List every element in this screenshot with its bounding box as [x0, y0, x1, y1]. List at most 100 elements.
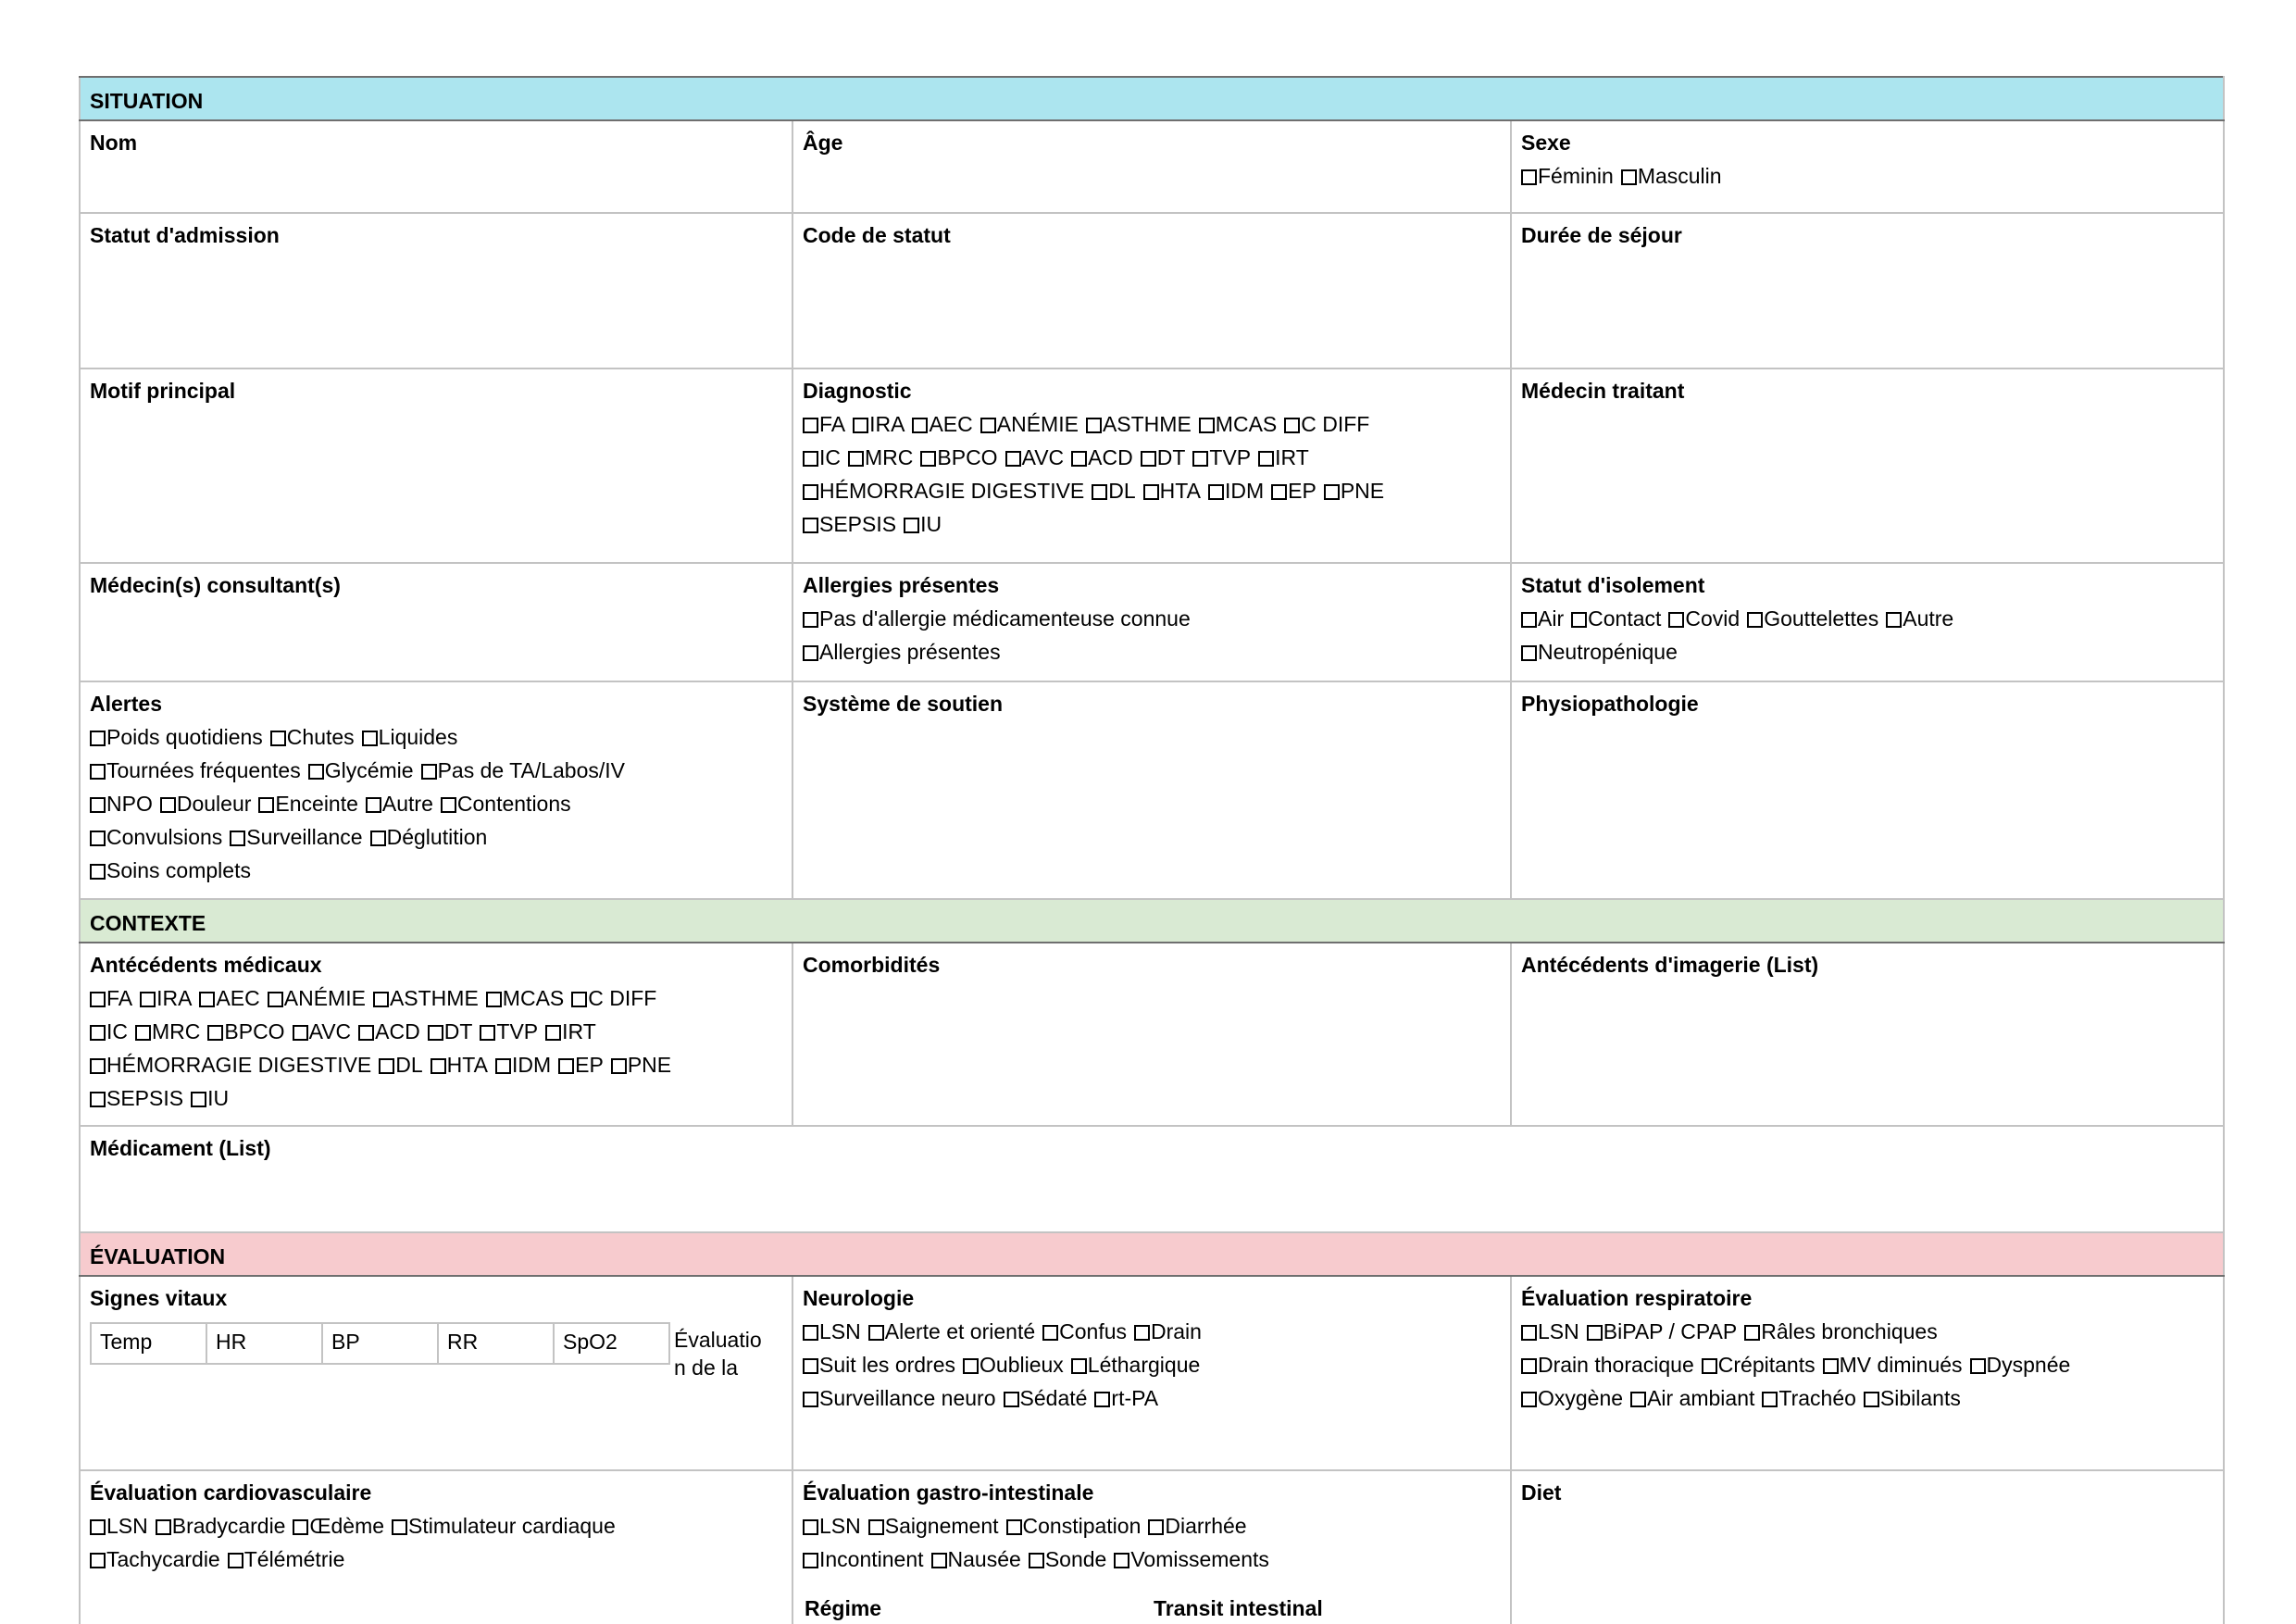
checkbox-icon[interactable]: [361, 731, 378, 746]
checkbox-icon[interactable]: [803, 418, 818, 433]
checkbox-icon[interactable]: [1747, 612, 1764, 628]
checkbox-option[interactable]: Dyspnée: [1969, 1353, 2070, 1377]
checkbox-icon[interactable]: [365, 797, 381, 813]
checkbox-option[interactable]: Drain: [1134, 1319, 1202, 1343]
checkbox-option[interactable]: Air: [1521, 606, 1564, 631]
checkbox-option[interactable]: Sonde: [1028, 1547, 1106, 1571]
checkbox-option[interactable]: Alerte et orienté: [867, 1319, 1035, 1343]
checkbox-option[interactable]: ACD: [1071, 445, 1133, 469]
checkbox-option[interactable]: DL: [1092, 479, 1136, 503]
checkbox-option[interactable]: IC: [803, 445, 841, 469]
checkbox-option[interactable]: IU: [191, 1086, 229, 1110]
checkbox-icon[interactable]: [803, 451, 818, 467]
checkbox-option[interactable]: Suit les ordres: [803, 1353, 955, 1377]
checkbox-option[interactable]: Covid: [1668, 606, 1740, 631]
checkbox-option[interactable]: Liquides: [361, 725, 457, 749]
checkbox-option[interactable]: IC: [90, 1019, 128, 1043]
checkbox-icon[interactable]: [1092, 484, 1108, 500]
checkbox-option[interactable]: LSN: [803, 1319, 861, 1343]
checkbox-option[interactable]: HÉMORRAGIE DIGESTIVE: [803, 479, 1084, 503]
checkbox-icon[interactable]: [1521, 645, 1537, 661]
checkbox-option[interactable]: Sédaté: [1003, 1386, 1087, 1410]
checkbox-option[interactable]: Chutes: [269, 725, 355, 749]
checkbox-option[interactable]: TVP: [1192, 445, 1251, 469]
checkbox-icon[interactable]: [1886, 612, 1903, 628]
checkbox-icon[interactable]: [369, 831, 386, 846]
checkbox-icon[interactable]: [1085, 418, 1102, 433]
checkbox-option[interactable]: BiPAP / CPAP: [1586, 1319, 1737, 1343]
checkbox-option[interactable]: C DIFF: [1284, 412, 1369, 436]
checkbox-option[interactable]: BPCO: [207, 1019, 285, 1043]
checkbox-option[interactable]: ACD: [358, 1019, 420, 1043]
checkbox-icon[interactable]: [199, 992, 216, 1007]
checkbox-icon[interactable]: [420, 764, 437, 780]
checkbox-option[interactable]: rt-PA: [1094, 1386, 1158, 1410]
checkbox-option[interactable]: Télémétrie: [227, 1547, 344, 1571]
checkbox-icon[interactable]: [912, 418, 929, 433]
checkbox-option[interactable]: Constipation: [1005, 1514, 1141, 1538]
checkbox-option[interactable]: Contentions: [440, 792, 571, 816]
checkbox-icon[interactable]: [803, 1553, 818, 1568]
checkbox-option[interactable]: SEPSIS: [803, 512, 896, 536]
checkbox-icon[interactable]: [230, 831, 246, 846]
checkbox-icon[interactable]: [1630, 1392, 1647, 1407]
checkbox-icon[interactable]: [90, 1025, 106, 1041]
checkbox-option[interactable]: DT: [1140, 445, 1185, 469]
checkbox-icon[interactable]: [90, 864, 106, 880]
checkbox-option[interactable]: ANÉMIE: [267, 986, 366, 1010]
checkbox-icon[interactable]: [963, 1358, 980, 1374]
checkbox-option[interactable]: Sibilants: [1863, 1386, 1961, 1410]
checkbox-icon[interactable]: [545, 1025, 562, 1041]
checkbox-icon[interactable]: [1271, 484, 1288, 500]
checkbox-icon[interactable]: [803, 1358, 818, 1374]
checkbox-option[interactable]: HTA: [1142, 479, 1201, 503]
checkbox-icon[interactable]: [610, 1058, 627, 1074]
checkbox-icon[interactable]: [1192, 451, 1209, 467]
checkbox-option[interactable]: Saignement: [867, 1514, 999, 1538]
checkbox-option[interactable]: TVP: [480, 1019, 538, 1043]
checkbox-icon[interactable]: [90, 764, 106, 780]
checkbox-option[interactable]: Soins complets: [90, 858, 251, 882]
checkbox-icon[interactable]: [90, 1553, 106, 1568]
checkbox-option[interactable]: AVC: [292, 1019, 351, 1043]
checkbox-icon[interactable]: [392, 1519, 408, 1535]
checkbox-option[interactable]: Enceinte: [258, 792, 358, 816]
checkbox-icon[interactable]: [292, 1025, 308, 1041]
checkbox-option[interactable]: Gouttelettes: [1747, 606, 1878, 631]
checkbox-icon[interactable]: [853, 418, 869, 433]
checkbox-option[interactable]: Oublieux: [963, 1353, 1064, 1377]
checkbox-option[interactable]: Confus: [1042, 1319, 1127, 1343]
checkbox-icon[interactable]: [1969, 1358, 1986, 1374]
checkbox-option[interactable]: Autre: [1886, 606, 1953, 631]
checkbox-option[interactable]: IRA: [140, 986, 192, 1010]
checkbox-icon[interactable]: [803, 484, 818, 500]
checkbox-option[interactable]: IDM: [494, 1053, 551, 1077]
checkbox-icon[interactable]: [1258, 451, 1275, 467]
checkbox-option[interactable]: IDM: [1207, 479, 1264, 503]
checkbox-icon[interactable]: [485, 992, 502, 1007]
checkbox-icon[interactable]: [267, 992, 283, 1007]
checkbox-icon[interactable]: [1762, 1392, 1778, 1407]
checkbox-option[interactable]: Surveillance: [230, 825, 363, 849]
checkbox-option[interactable]: FA: [803, 412, 845, 436]
checkbox-icon[interactable]: [867, 1325, 884, 1341]
checkbox-option[interactable]: MRC: [848, 445, 913, 469]
checkbox-option[interactable]: MCAS: [1198, 412, 1277, 436]
checkbox-option[interactable]: Douleur: [159, 792, 251, 816]
checkbox-icon[interactable]: [135, 1025, 151, 1041]
checkbox-icon[interactable]: [1521, 169, 1537, 185]
checkbox-icon[interactable]: [1571, 612, 1588, 628]
checkbox-icon[interactable]: [1142, 484, 1159, 500]
checkbox-icon[interactable]: [1003, 1392, 1019, 1407]
checkbox-icon[interactable]: [1323, 484, 1340, 500]
checkbox-icon[interactable]: [1004, 451, 1021, 467]
checkbox-option[interactable]: MCAS: [485, 986, 564, 1010]
checkbox-icon[interactable]: [1207, 484, 1224, 500]
checkbox-icon[interactable]: [494, 1058, 511, 1074]
checkbox-option[interactable]: AVC: [1004, 445, 1064, 469]
checkbox-icon[interactable]: [207, 1025, 224, 1041]
checkbox-option[interactable]: BPCO: [920, 445, 998, 469]
checkbox-icon[interactable]: [90, 731, 106, 746]
checkbox-option[interactable]: EP: [1271, 479, 1316, 503]
checkbox-icon[interactable]: [480, 1025, 496, 1041]
